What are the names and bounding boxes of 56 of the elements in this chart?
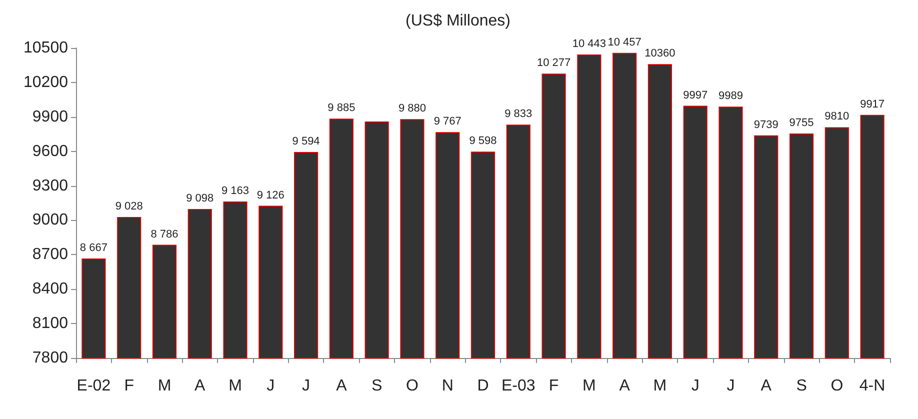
data-label: 8 786: [150, 228, 178, 240]
chart-title: (US$ Millones): [406, 12, 510, 30]
x-tick-label: E-03: [501, 378, 536, 394]
x-tick-label: J: [266, 378, 275, 394]
x-tick-label: M: [228, 378, 242, 394]
x-tick-label: M: [653, 378, 667, 394]
data-label: 9755: [789, 117, 814, 130]
data-label: 9 594: [292, 136, 320, 148]
x-tick-label: N: [442, 378, 454, 394]
data-label: 9 163: [221, 185, 250, 198]
data-label: 10 457: [608, 36, 642, 48]
data-label: 9 880: [398, 102, 426, 115]
y-tick-label: 9900: [32, 108, 68, 126]
x-tick-label: S: [796, 378, 807, 394]
data-label: 9997: [683, 89, 708, 102]
x-tick-label: M: [158, 378, 172, 394]
data-label: 9 833: [504, 108, 532, 120]
data-label: 9 028: [115, 200, 143, 213]
x-tick-label: F: [124, 378, 134, 394]
x-tick-label: O: [830, 378, 844, 394]
data-label: 9989: [718, 90, 743, 102]
y-tick-label: 8400: [32, 280, 68, 298]
x-tick-label: F: [548, 378, 559, 394]
x-tick-label: S: [371, 378, 382, 394]
data-label: 9 598: [469, 135, 497, 148]
y-tick-label: 8100: [32, 315, 68, 332]
data-label: 10360: [644, 48, 676, 60]
x-tick-label: E-02: [76, 378, 111, 394]
data-label: 10 443: [572, 38, 606, 50]
x-tick-label: A: [619, 378, 630, 394]
y-tick-label: 9000: [32, 212, 68, 229]
y-tick-label: 10500: [24, 40, 68, 56]
x-tick-label: 4-N: [859, 378, 886, 394]
y-tick-label: 9600: [32, 142, 68, 160]
data-label: 9810: [824, 110, 850, 123]
data-label: 9 885: [328, 102, 356, 114]
x-tick-label: D: [477, 378, 489, 394]
x-tick-label: J: [726, 378, 735, 394]
x-tick-label: O: [406, 378, 418, 394]
data-label: 9739: [754, 118, 778, 131]
data-label: 9917: [860, 98, 885, 110]
data-label: 9 767: [434, 116, 462, 128]
x-tick-label: A: [194, 378, 206, 394]
data-label: 9 126: [256, 189, 284, 202]
x-tick-label: M: [582, 378, 596, 394]
x-tick-label: J: [302, 378, 310, 394]
y-tick-label: 9300: [32, 177, 68, 194]
x-tick-label: A: [760, 378, 772, 394]
y-tick-label: 7800: [32, 350, 68, 366]
x-tick-label: A: [336, 378, 348, 394]
y-tick-label: 8700: [32, 246, 68, 264]
data-label: 8 667: [80, 242, 108, 254]
x-tick-label: J: [691, 378, 700, 394]
data-label: 9 098: [186, 192, 214, 204]
data-label: 10 277: [536, 57, 571, 70]
y-tick-label: 10200: [24, 74, 68, 91]
